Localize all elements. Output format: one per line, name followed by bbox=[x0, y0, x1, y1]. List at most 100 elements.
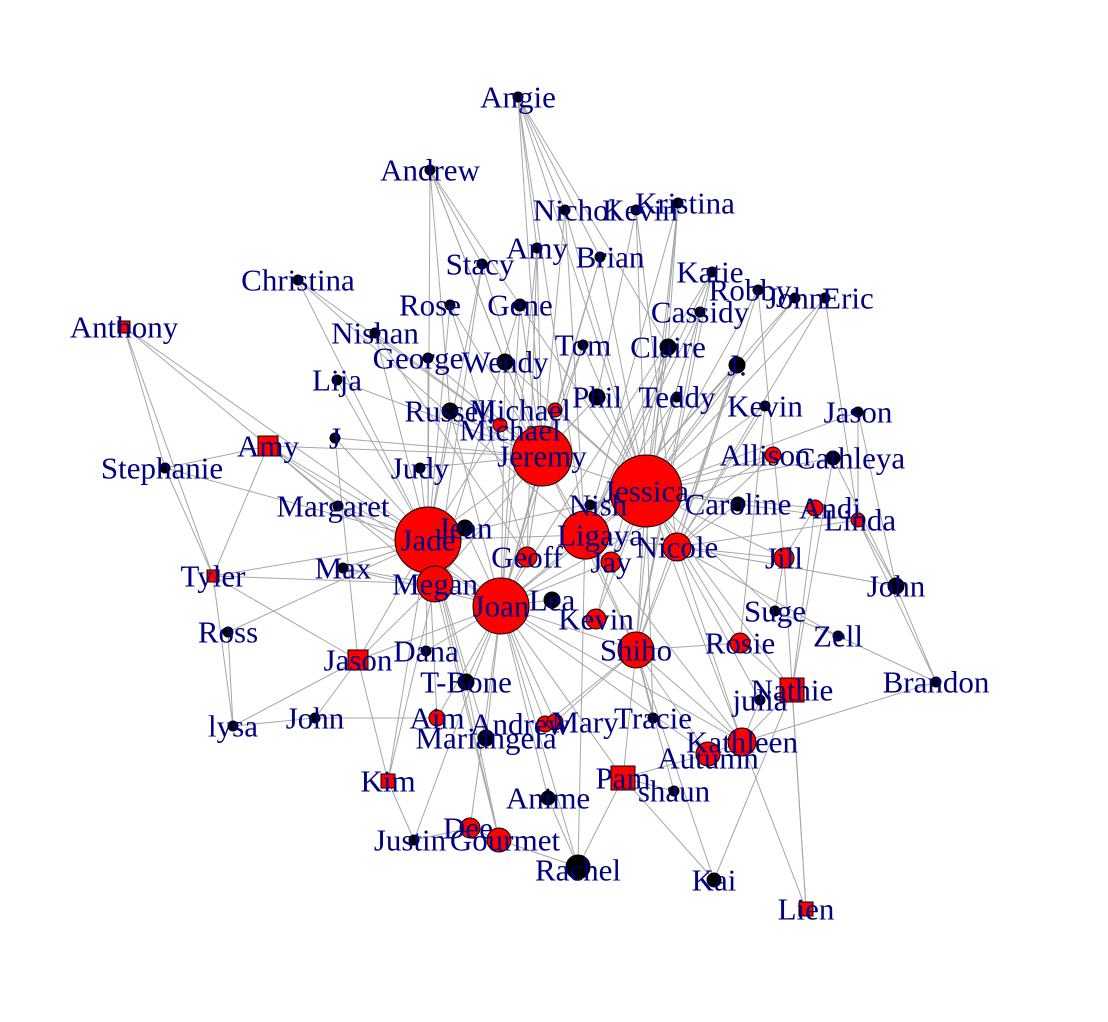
node-label-rachel: Rachel bbox=[535, 853, 621, 888]
graph-edge bbox=[645, 297, 826, 492]
node-brandon bbox=[930, 676, 942, 688]
graph-edge bbox=[500, 605, 709, 755]
node-label-margaret: Margaret bbox=[276, 489, 389, 524]
graph-edge bbox=[427, 304, 451, 541]
node-tracie bbox=[647, 712, 659, 724]
graph-edge bbox=[676, 519, 859, 548]
node-label-lea: Lea bbox=[529, 583, 576, 618]
graph-edge bbox=[584, 364, 738, 536]
graph-edge bbox=[635, 649, 709, 755]
node-label-cathleya: Cathleya bbox=[795, 441, 905, 476]
graph-edge bbox=[824, 297, 859, 521]
graph-edge bbox=[791, 457, 834, 691]
node-label-gene: Gene bbox=[487, 288, 552, 323]
graph-edge bbox=[544, 649, 637, 725]
node-jason_left bbox=[347, 649, 369, 671]
node-ligaya bbox=[560, 510, 610, 560]
graph-edge bbox=[517, 96, 538, 249]
node-stephanie bbox=[159, 462, 171, 474]
node-label-kevin_mid: Kevin bbox=[558, 602, 634, 637]
node-label-john_right: John bbox=[867, 569, 926, 604]
node-label-judy: Judy bbox=[391, 451, 450, 486]
node-mary bbox=[546, 713, 564, 731]
node-label-anthony: Anthony bbox=[70, 310, 179, 345]
node-lien bbox=[798, 901, 814, 917]
node-eric bbox=[819, 292, 831, 304]
node-label-nishan: Nishan bbox=[331, 316, 419, 351]
node-margaret bbox=[332, 500, 344, 512]
node-label-joan: Joan bbox=[473, 589, 530, 624]
node-label-zell: Zell bbox=[813, 619, 863, 654]
node-label-stephanie: Stephanie bbox=[101, 451, 223, 486]
graph-edge bbox=[791, 507, 816, 691]
node-layer bbox=[117, 91, 942, 917]
node-dee bbox=[459, 817, 481, 839]
graph-edge bbox=[635, 649, 743, 743]
graph-edge bbox=[645, 490, 654, 719]
node-label-teddy: Teddy bbox=[638, 380, 716, 415]
node-kim bbox=[380, 773, 396, 789]
graph-edge bbox=[645, 490, 761, 701]
node-gourmet bbox=[486, 827, 512, 853]
node-rose bbox=[444, 299, 456, 311]
graph-edge bbox=[500, 454, 774, 607]
graph-edge bbox=[741, 741, 807, 910]
node-kristina bbox=[672, 197, 684, 209]
node-suge bbox=[769, 605, 781, 617]
graph-edge bbox=[635, 649, 715, 881]
node-label-dee: Dee bbox=[443, 811, 493, 846]
graph-edge bbox=[577, 777, 624, 868]
node-max bbox=[337, 562, 349, 574]
graph-edge bbox=[517, 96, 586, 536]
node-label-pam: Pam bbox=[595, 761, 650, 796]
graph-edge bbox=[429, 169, 483, 265]
graph-edge bbox=[267, 445, 543, 457]
node-label-gourmet: Gourmet bbox=[450, 823, 561, 858]
node-brian bbox=[594, 251, 606, 263]
graph-edge bbox=[517, 96, 566, 211]
graph-edge bbox=[547, 797, 579, 868]
node-amy_left bbox=[257, 435, 279, 457]
node-aim bbox=[428, 709, 446, 727]
graph-edge bbox=[584, 346, 669, 536]
node-j_left bbox=[329, 432, 341, 444]
node-nathie bbox=[779, 677, 805, 703]
graph-edge bbox=[374, 332, 429, 541]
node-tbone bbox=[457, 673, 475, 691]
node-joan bbox=[472, 577, 530, 635]
graph-edge bbox=[837, 635, 937, 683]
node-lea bbox=[543, 591, 561, 609]
graph-edge bbox=[519, 304, 647, 492]
node-label-megan: Megan bbox=[392, 567, 479, 602]
graph-edge bbox=[500, 247, 538, 607]
node-nishan bbox=[369, 327, 381, 339]
node-anthony bbox=[117, 320, 131, 334]
node-label-jessica: Jessica bbox=[603, 474, 689, 509]
graph-edge bbox=[676, 546, 839, 637]
node-label-tbone: T-Bone bbox=[420, 665, 512, 700]
graph-edge bbox=[232, 659, 359, 727]
graph-edge bbox=[500, 271, 713, 607]
node-label-jeremy: Jeremy bbox=[497, 439, 587, 474]
node-rosie bbox=[729, 632, 751, 654]
node-label-linda: Linda bbox=[824, 503, 897, 538]
graph-edge bbox=[645, 490, 743, 743]
node-andi bbox=[806, 499, 824, 517]
graph-edge bbox=[465, 681, 500, 841]
node-nicholas bbox=[559, 204, 571, 216]
node-cathleya bbox=[825, 450, 841, 466]
graph-edge bbox=[164, 467, 214, 577]
graph-edge bbox=[429, 169, 521, 306]
node-linda bbox=[850, 512, 866, 528]
graph-edge bbox=[500, 361, 506, 607]
graph-edge bbox=[517, 96, 543, 457]
graph-edge bbox=[713, 689, 793, 881]
node-label-j_left: J bbox=[329, 421, 341, 456]
node-label-lien: Lien bbox=[778, 892, 835, 927]
graph-edge bbox=[857, 519, 937, 683]
node-caroline bbox=[730, 496, 746, 512]
graph-edge bbox=[676, 546, 743, 743]
graph-edge bbox=[517, 96, 601, 258]
graph-edge bbox=[564, 209, 586, 536]
node-julia bbox=[754, 694, 766, 706]
